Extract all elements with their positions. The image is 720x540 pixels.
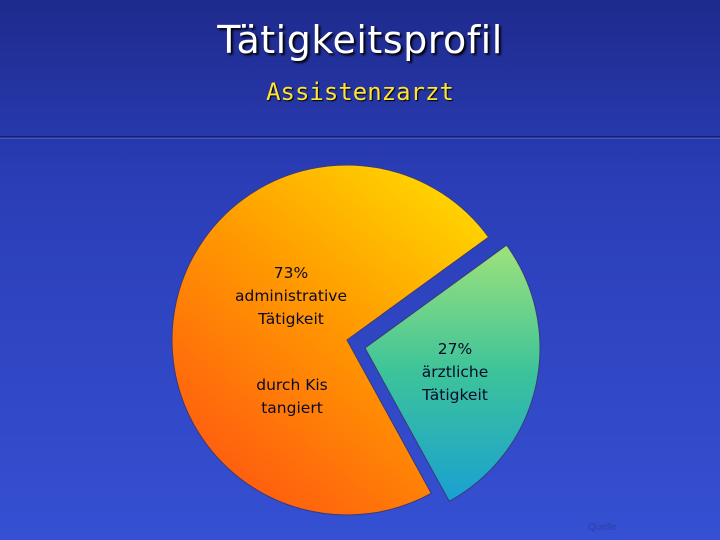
pie-slice-1	[364, 244, 541, 503]
slice-label-administrative: 73% administrative Tätigkeit	[235, 264, 347, 328]
slide-subtitle: Assistenzarzt	[266, 78, 454, 106]
pie-slices	[171, 164, 541, 516]
pie-labels: 73% administrative Tätigkeit 27% ärztliche Tä…	[235, 264, 488, 417]
source-note: Quelle	[588, 522, 617, 533]
pie-slice-0	[171, 164, 490, 516]
slice-label-aerztlich: 27% ärztliche Tätigkeit	[421, 340, 488, 404]
title-divider	[0, 136, 720, 139]
slide-title: Tätigkeitsprofil	[217, 18, 503, 62]
slice-annotation-kis: durch Kis tangiert	[256, 376, 328, 417]
